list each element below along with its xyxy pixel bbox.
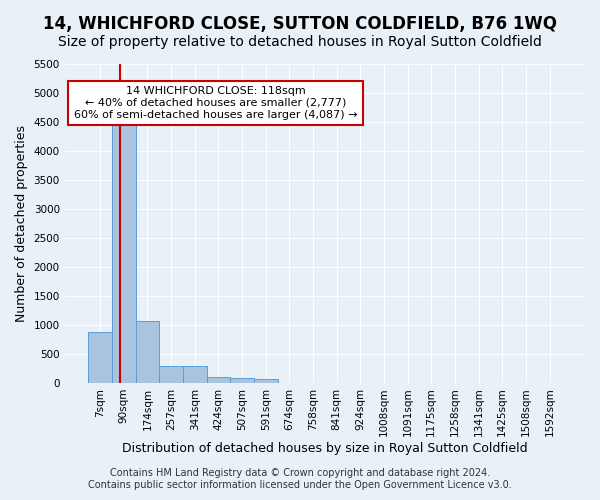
Bar <box>206 377 230 383</box>
Bar <box>254 380 278 383</box>
X-axis label: Distribution of detached houses by size in Royal Sutton Coldfield: Distribution of detached houses by size … <box>122 442 527 455</box>
Bar <box>112 118 136 383</box>
Y-axis label: Number of detached properties: Number of detached properties <box>15 125 28 322</box>
Bar <box>88 332 112 383</box>
Bar <box>159 366 183 383</box>
Text: 14, WHICHFORD CLOSE, SUTTON COLDFIELD, B76 1WQ: 14, WHICHFORD CLOSE, SUTTON COLDFIELD, B… <box>43 15 557 33</box>
Bar <box>183 366 206 383</box>
Text: Contains HM Land Registry data © Crown copyright and database right 2024.
Contai: Contains HM Land Registry data © Crown c… <box>88 468 512 490</box>
Text: 14 WHICHFORD CLOSE: 118sqm
← 40% of detached houses are smaller (2,777)
60% of s: 14 WHICHFORD CLOSE: 118sqm ← 40% of deta… <box>74 86 358 120</box>
Text: Size of property relative to detached houses in Royal Sutton Coldfield: Size of property relative to detached ho… <box>58 35 542 49</box>
Bar <box>136 322 159 383</box>
Bar <box>230 378 254 383</box>
